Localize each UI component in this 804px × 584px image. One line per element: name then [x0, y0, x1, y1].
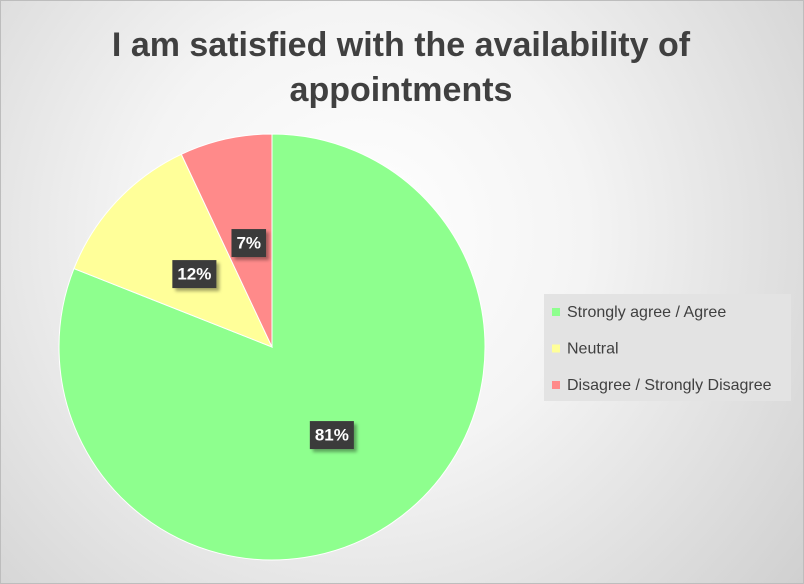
legend-box	[544, 294, 791, 401]
data-label: 7%	[231, 229, 267, 258]
data-label-text: 81%	[315, 426, 349, 445]
data-label-box	[231, 229, 267, 258]
pie-slice	[180, 133, 273, 348]
data-label-text: 12%	[177, 265, 211, 284]
data-label-box	[309, 421, 354, 450]
data-label: 12%	[172, 260, 217, 289]
legend-swatch	[552, 308, 560, 316]
pie-slice	[73, 153, 273, 348]
data-label-text: 7%	[236, 234, 261, 253]
chart-title: I am satisfied with the availability of …	[111, 26, 691, 109]
legend-label: Neutral	[567, 341, 619, 358]
legend-label: Strongly agree / Agree	[567, 304, 726, 321]
data-label-box	[172, 260, 217, 289]
legend-label: Disagree / Strongly Disagree	[567, 377, 772, 394]
legend-swatch	[552, 344, 560, 353]
legend-swatch	[552, 381, 560, 389]
data-label: 81%	[309, 421, 354, 450]
